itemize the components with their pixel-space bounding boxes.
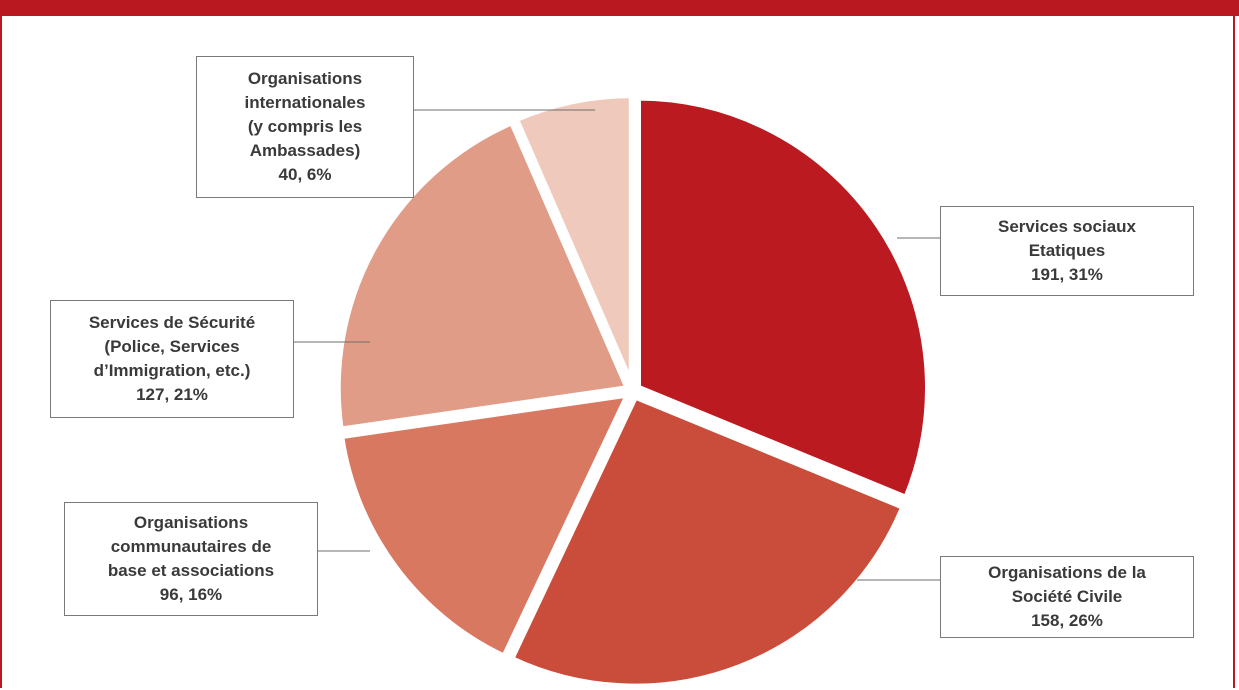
label-value: 158, 26% <box>1031 611 1103 630</box>
label-societe-civile: Organisations de la Société Civile 158, … <box>940 556 1194 638</box>
label-value: 96, 16% <box>159 585 223 604</box>
pie-slice-4 <box>513 92 635 389</box>
pie-slice-2 <box>338 391 632 660</box>
label-organisations-communautaires: Organisations communautaires de base et … <box>64 502 318 616</box>
label-value: 127, 21% <box>136 385 208 404</box>
title-bar <box>0 0 1239 16</box>
label-name: Services sociaux Etatiques <box>998 217 1136 260</box>
pie-slice-3 <box>334 119 631 433</box>
label-name: Organisations communautaires de base et … <box>107 513 275 580</box>
label-value: 40, 6% <box>278 165 332 184</box>
pie-slice-1 <box>508 393 907 690</box>
pie-slice-0 <box>634 94 931 501</box>
label-services-securite: Services de Sécurité (Police, Services d… <box>50 300 294 418</box>
label-name: Services de Sécurité (Police, Services d… <box>88 313 256 380</box>
label-name: Organisations internationales (y compris… <box>244 69 366 160</box>
label-organisations-internationales: Organisations internationales (y compris… <box>196 56 414 198</box>
label-name: Organisations de la Société Civile <box>988 563 1146 606</box>
label-services-sociaux: Services sociaux Etatiques 191, 31% <box>940 206 1194 296</box>
label-value: 191, 31% <box>1031 265 1103 284</box>
